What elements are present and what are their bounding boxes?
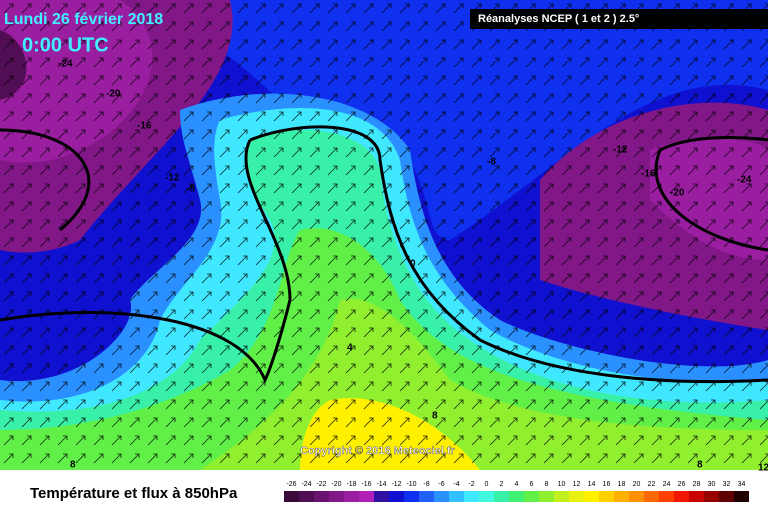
contour-label: 4 <box>347 343 353 354</box>
colorbar-label: 24 <box>663 481 671 488</box>
contour-label: 8 <box>432 411 438 422</box>
time: 0:00 UTC <box>22 34 109 56</box>
colorbar-label: 10 <box>558 481 566 488</box>
colorbar-swatch <box>404 491 419 502</box>
colorbar-swatch <box>419 491 434 502</box>
colorbar-swatch <box>374 491 389 502</box>
colorbar-swatch <box>434 491 449 502</box>
colorbar-label: 2 <box>500 481 504 488</box>
contour-label: 0 <box>410 259 416 270</box>
colorbar-label: 0 <box>485 481 489 488</box>
colorbar-label: -24 <box>301 481 311 488</box>
colorbar-label: -14 <box>376 481 386 488</box>
colorbar-swatch <box>554 491 569 502</box>
colorbar-swatch <box>359 491 374 502</box>
colorbar-swatch <box>524 491 539 502</box>
colorbar-label: 22 <box>648 481 656 488</box>
colorbar-swatch <box>314 491 329 502</box>
contour-label: -12 <box>613 145 628 156</box>
legend-title: Température et flux à 850hPa <box>30 485 238 502</box>
colorbar-label: -20 <box>331 481 341 488</box>
source: Réanalyses NCEP ( 1 et 2 ) 2.5° <box>478 13 639 25</box>
contour-label: -8 <box>186 184 195 195</box>
colorbar-swatch <box>689 491 704 502</box>
source-box <box>470 9 768 29</box>
colorbar-swatch <box>284 491 299 502</box>
contour-label: -16 <box>641 169 656 180</box>
colorbar-swatch <box>704 491 719 502</box>
colorbar-label: -8 <box>423 481 429 488</box>
colorbar-label: 30 <box>708 481 716 488</box>
colorbar-swatch <box>509 491 524 502</box>
contour-label: -20 <box>670 188 685 199</box>
colorbar-label: -10 <box>406 481 416 488</box>
colorbar-label: -18 <box>346 481 356 488</box>
colorbar-swatch <box>344 491 359 502</box>
colorbar-label: 28 <box>693 481 701 488</box>
contour-label: 8 <box>697 460 703 471</box>
colorbar-swatch <box>539 491 554 502</box>
colorbar-swatch <box>659 491 674 502</box>
colorbar-label: 8 <box>545 481 549 488</box>
colorbar-label: 16 <box>603 481 611 488</box>
colorbar-swatch <box>599 491 614 502</box>
colorbar-label: -12 <box>391 481 401 488</box>
colorbar-swatch <box>584 491 599 502</box>
colorbar-swatch <box>389 491 404 502</box>
contour-label: -20 <box>106 89 121 100</box>
date: Lundi 26 février 2018 <box>4 11 163 28</box>
contour-label: 8 <box>70 460 76 471</box>
colorbar-swatch <box>464 491 479 502</box>
contour-label: -8 <box>487 157 496 168</box>
colorbar-label: 4 <box>515 481 519 488</box>
contour-label: -24 <box>58 59 73 70</box>
colorbar-label: 6 <box>530 481 534 488</box>
colorbar-label: -6 <box>438 481 444 488</box>
colorbar-swatch <box>674 491 689 502</box>
contour-label: -12 <box>165 173 180 184</box>
colorbar-swatch <box>569 491 584 502</box>
contour-label: -24 <box>737 175 752 186</box>
colorbar-label: -26 <box>286 481 296 488</box>
copyright: Copyright © 2016 Meteociel.fr <box>300 445 456 457</box>
colorbar-swatch <box>719 491 734 502</box>
colorbar-label: -22 <box>316 481 326 488</box>
colorbar-label: 26 <box>678 481 686 488</box>
colorbar-swatch <box>449 491 464 502</box>
colorbar-swatch <box>629 491 644 502</box>
colorbar-label: 18 <box>618 481 626 488</box>
colorbar-label: -16 <box>361 481 371 488</box>
colorbar-label: -2 <box>468 481 474 488</box>
contour-label: 12 <box>758 463 768 474</box>
colorbar-label: 12 <box>573 481 581 488</box>
colorbar-label: -4 <box>453 481 459 488</box>
colorbar-swatch <box>479 491 494 502</box>
colorbar-swatch <box>734 491 749 502</box>
colorbar-swatch <box>329 491 344 502</box>
colorbar-label: 20 <box>633 481 641 488</box>
colorbar-swatch <box>494 491 509 502</box>
colorbar-swatch <box>644 491 659 502</box>
contour-label: -16 <box>137 121 152 132</box>
colorbar-label: 34 <box>738 481 746 488</box>
temperature-field <box>0 0 768 470</box>
colorbar-swatch <box>614 491 629 502</box>
colorbar-label: 32 <box>723 481 731 488</box>
colorbar-swatch <box>299 491 314 502</box>
colorbar-label: 14 <box>588 481 596 488</box>
